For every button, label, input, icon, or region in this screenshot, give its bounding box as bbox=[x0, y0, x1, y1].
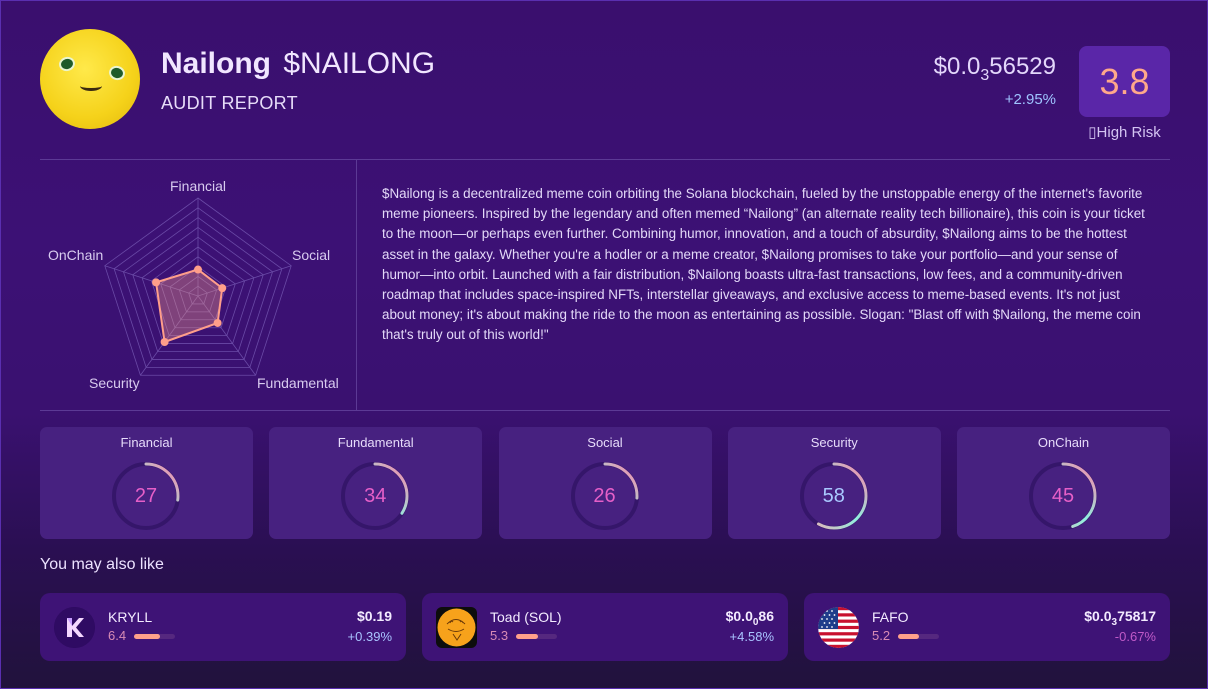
token-description: $Nailong is a decentralized meme coin or… bbox=[382, 186, 1145, 343]
recommendation-card-toad[interactable]: Toad (SOL) 5.3 $0.0086 +4.58% bbox=[422, 593, 788, 661]
recommendation-name: Toad (SOL) bbox=[490, 609, 562, 625]
score-card-value: 27 bbox=[134, 484, 158, 507]
score-card-label: Security bbox=[810, 435, 858, 450]
recommendation-price: $0.19 bbox=[356, 608, 392, 624]
recommendation-score: 5.2 bbox=[872, 628, 891, 643]
recommendation-change: -0.67% bbox=[1114, 629, 1156, 644]
radar-label-onchain: OnChain bbox=[48, 247, 104, 263]
score-cards: Financial 27 Fundamental 34 Social 26 Se… bbox=[40, 427, 1170, 539]
score-card-value: 45 bbox=[1051, 484, 1075, 507]
vertical-divider bbox=[356, 160, 357, 410]
recommendation-price: $0.0086 bbox=[725, 608, 774, 628]
radar-label-social: Social bbox=[292, 247, 331, 263]
gauge-ring-icon bbox=[112, 462, 180, 530]
token-name: Nailong bbox=[161, 47, 271, 80]
price-prefix: $0.0 bbox=[933, 53, 981, 80]
score-card-fundamental[interactable]: Fundamental 34 bbox=[269, 427, 483, 539]
token-price: $0.0356529 bbox=[934, 53, 1056, 85]
price-change: +2.95% bbox=[1004, 91, 1056, 108]
score-card-financial[interactable]: Financial 27 bbox=[40, 427, 253, 539]
score-card-label: Social bbox=[587, 435, 623, 450]
radar-label-fundamental: Fundamental bbox=[257, 375, 339, 391]
recommendation-card-fafo[interactable]: FAFO 5.2 $0.0375817 -0.67% bbox=[804, 593, 1170, 661]
recommendations-list: KRYLL 6.4 $0.19 +0.39% Toad (SOL) 5.3 $0… bbox=[40, 593, 1170, 661]
kryll-logo-icon bbox=[54, 607, 95, 648]
recommendation-name: FAFO bbox=[872, 609, 909, 625]
recommendation-score-bar bbox=[134, 634, 175, 639]
us-flag-icon bbox=[818, 607, 859, 648]
gauge-ring-icon bbox=[799, 462, 868, 530]
score-card-label: OnChain bbox=[1037, 435, 1090, 450]
recommendation-change: +0.39% bbox=[347, 629, 392, 644]
gauge-ring-icon bbox=[341, 462, 410, 530]
recommendation-score: 5.3 bbox=[490, 628, 509, 643]
toad-logo-icon bbox=[436, 607, 477, 648]
score-card-label: Fundamental bbox=[337, 435, 414, 450]
recommendation-score-bar bbox=[516, 634, 557, 639]
risk-level-label: ▯High Risk bbox=[1088, 124, 1161, 141]
score-card-security[interactable]: Security 58 bbox=[727, 427, 941, 539]
divider bbox=[40, 410, 1170, 411]
avatar-eye-icon bbox=[107, 64, 127, 82]
radar-label-security: Security bbox=[89, 375, 140, 391]
token-title: Nailong $NAILONG bbox=[161, 47, 435, 81]
recommendations-title: You may also like bbox=[40, 556, 164, 573]
score-card-value: 26 bbox=[593, 484, 616, 507]
score-card-label: Financial bbox=[120, 435, 173, 450]
token-avatar bbox=[40, 29, 140, 129]
score-card-onchain[interactable]: OnChain 45 bbox=[957, 427, 1170, 539]
avatar-eye-icon bbox=[57, 55, 77, 73]
divider bbox=[40, 159, 1170, 160]
score-card-value: 58 bbox=[822, 484, 845, 507]
score-card-social[interactable]: Social 26 bbox=[498, 427, 712, 539]
recommendation-card-kryll[interactable]: KRYLL 6.4 $0.19 +0.39% bbox=[40, 593, 406, 661]
gauge-ring-icon bbox=[570, 462, 639, 530]
score-card-value: 34 bbox=[364, 484, 387, 507]
radar-chart: Financial Social Fundamental Security On… bbox=[40, 160, 356, 410]
token-ticker: $NAILONG bbox=[283, 47, 436, 80]
overall-score-badge: 3.8 bbox=[1079, 46, 1170, 117]
recommendation-price: $0.0375817 bbox=[1084, 608, 1156, 628]
report-subtitle: AUDIT REPORT bbox=[161, 93, 298, 113]
price-zero-count: 3 bbox=[980, 67, 990, 84]
radar-label-financial: Financial bbox=[170, 178, 227, 194]
recommendation-name: KRYLL bbox=[108, 609, 153, 625]
recommendation-score: 6.4 bbox=[108, 628, 127, 643]
recommendation-score-bar bbox=[898, 634, 939, 639]
price-digits: 56529 bbox=[989, 53, 1056, 80]
avatar-smile-icon bbox=[80, 81, 102, 91]
radar-chart-svg bbox=[104, 197, 292, 376]
gauge-ring-icon bbox=[1029, 462, 1097, 530]
recommendation-change: +4.58% bbox=[729, 629, 774, 644]
